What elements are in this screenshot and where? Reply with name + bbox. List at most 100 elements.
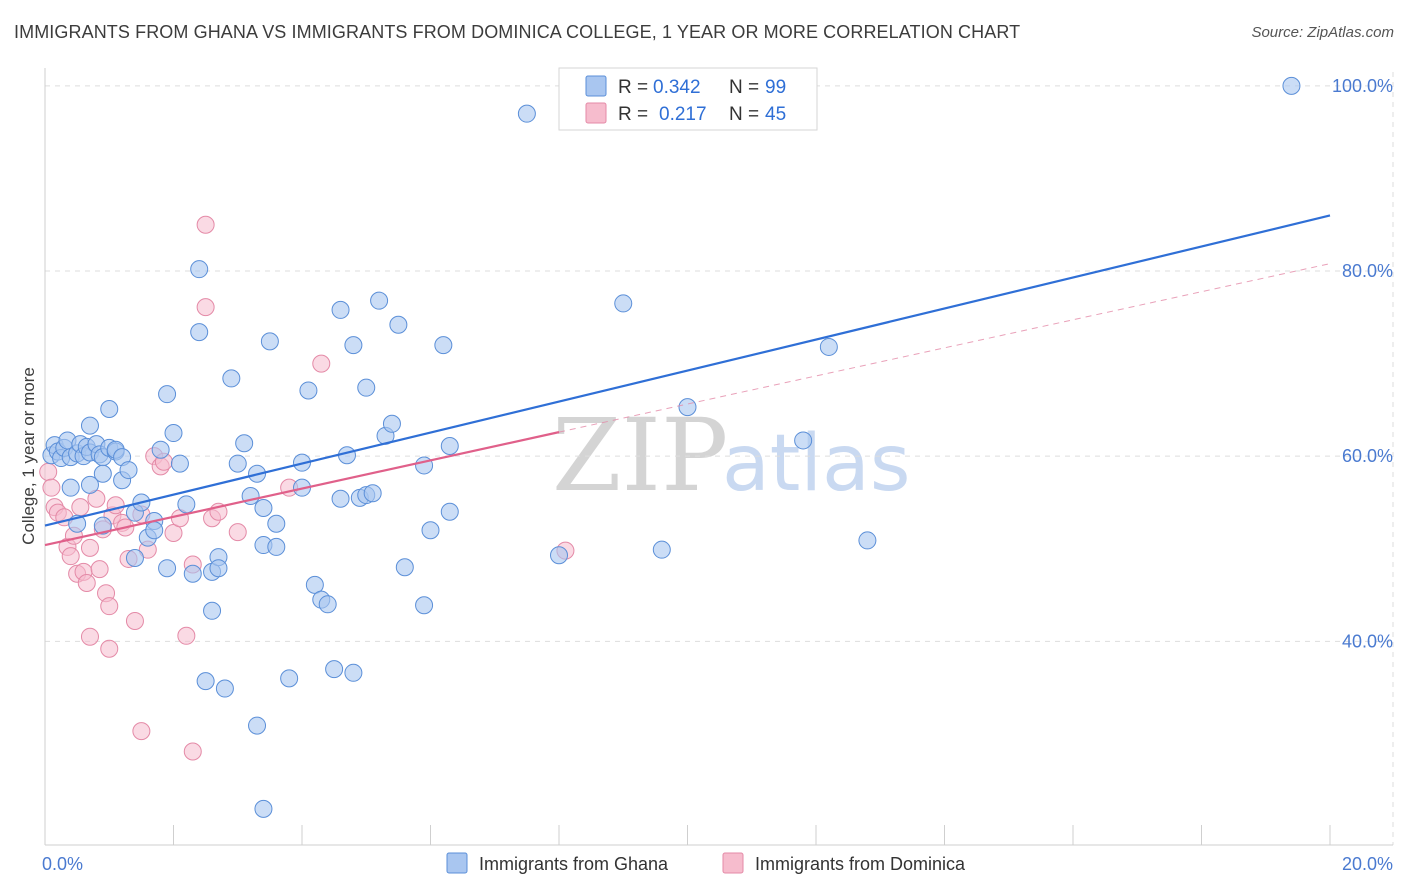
ghana-point-39 <box>177 495 196 514</box>
ghana-point-93 <box>678 398 697 417</box>
dominica-point-9 <box>71 498 90 517</box>
ghana-point-92 <box>652 540 671 559</box>
ghana-point-57 <box>260 332 279 351</box>
dominica-point-33 <box>196 298 215 317</box>
ghana-point-72 <box>344 663 363 682</box>
ghana-trend-line <box>44 214 1331 527</box>
ghana-point-47 <box>196 672 215 691</box>
ghana-point-56 <box>254 499 273 518</box>
dominica-point-1 <box>42 478 61 497</box>
ghana-point-41 <box>190 260 209 279</box>
dominica-point-0 <box>39 462 58 481</box>
ghana-point-76 <box>363 484 382 503</box>
ghana-point-98 <box>357 378 376 397</box>
stats-n-value-ghana: 99 <box>765 77 786 98</box>
watermark: ZIP atlas <box>552 397 911 514</box>
dominica-point-17 <box>100 597 119 616</box>
ghana-point-42 <box>203 601 222 620</box>
ghana-point-79 <box>382 414 401 433</box>
ghana-point-85 <box>440 502 459 521</box>
ghana-point-34 <box>151 440 170 459</box>
ghana-point-58 <box>267 537 286 556</box>
ghana-point-45 <box>209 559 228 578</box>
dominica-point-14 <box>90 560 109 579</box>
y-tick-labels: 40.0% 60.0% 80.0% 100.0% <box>1332 76 1393 651</box>
ghana-point-68 <box>325 660 344 679</box>
ghana-point-35 <box>158 385 177 404</box>
ghana-point-77 <box>370 291 389 310</box>
ghana-point-50 <box>228 454 247 473</box>
stats-r-value-ghana: 0.342 <box>653 77 701 98</box>
ghana-point-48 <box>215 679 234 698</box>
stats-n-label-dominica: N = <box>729 104 759 125</box>
grid <box>45 72 1394 845</box>
dominica-point-11 <box>77 574 96 593</box>
dominica-trend-line <box>44 431 560 547</box>
ghana-point-64 <box>299 381 318 400</box>
dominica-point-38 <box>80 627 99 646</box>
ghana-point-33 <box>145 521 164 540</box>
ghana-point-21 <box>93 464 112 483</box>
ghana-point-46 <box>190 323 209 342</box>
ghana-point-19 <box>80 416 99 435</box>
ghana-point-81 <box>395 558 414 577</box>
dominica-point-29 <box>164 524 183 543</box>
ghana-point-67 <box>318 595 337 614</box>
source-credit: Source: ZipAtlas.com <box>1251 24 1394 41</box>
ghana-point-86 <box>440 437 459 456</box>
axes <box>44 68 1393 846</box>
ghana-point-51 <box>235 434 254 453</box>
ghana-point-37 <box>164 424 183 443</box>
ghana-point-96 <box>858 531 877 550</box>
ghana-point-40 <box>183 564 202 583</box>
stats-r-label-dominica: R = <box>618 104 648 125</box>
x-tick-label-0: 0.0% <box>42 854 83 874</box>
ghana-point-84 <box>434 336 453 355</box>
watermark-zip: ZIP <box>552 397 728 514</box>
dominica-point-19 <box>106 496 125 515</box>
ghana-point-70 <box>331 300 350 319</box>
ghana-point-49 <box>222 369 241 388</box>
trend-lines <box>44 214 1331 547</box>
ghana-point-20 <box>80 475 99 494</box>
dominica-point-36 <box>196 215 215 234</box>
ghana-point-54 <box>248 716 267 735</box>
legend-label-ghana: Immigrants from Ghana <box>479 854 669 874</box>
stats-swatch-ghana <box>585 75 607 97</box>
legend-swatch-dominica <box>722 852 744 874</box>
ghana-point-89 <box>550 546 568 565</box>
ghana-point-83 <box>421 521 440 540</box>
stats-n-label-ghana: N = <box>729 77 759 98</box>
dominica-point-43 <box>312 354 331 373</box>
dominica-point-6 <box>61 547 80 566</box>
dominica-point-23 <box>125 611 144 630</box>
ghana-point-22 <box>93 516 112 535</box>
y-tick-label-0: 40.0% <box>1342 631 1393 651</box>
ghana-point-38 <box>170 454 189 473</box>
y-axis-title: College, 1 year or more <box>19 367 38 545</box>
dominica-point-37 <box>100 639 119 658</box>
ghana-point-36 <box>158 559 177 578</box>
ghana-point-65 <box>305 575 324 594</box>
ghana-point-61 <box>280 669 299 688</box>
stats-n-value-dominica: 45 <box>765 104 786 125</box>
ghana-point-91 <box>614 294 633 313</box>
chart-title: IMMIGRANTS FROM GHANA VS IMMIGRANTS FROM… <box>14 22 1021 42</box>
watermark-atlas: atlas <box>722 419 911 509</box>
ghana-point-97 <box>1282 76 1301 95</box>
x-tick-label-1: 20.0% <box>1342 854 1393 874</box>
legend-label-dominica: Immigrants from Dominica <box>755 854 966 874</box>
stats-r-label-ghana: R = <box>618 77 648 98</box>
ghana-point-29 <box>125 549 144 568</box>
ghana-point-23 <box>100 399 119 418</box>
ghana-point-73 <box>344 336 363 355</box>
ghana-point-88 <box>517 104 536 123</box>
y-tick-label-3: 100.0% <box>1332 76 1393 96</box>
y-tick-label-1: 60.0% <box>1342 446 1393 466</box>
stats-legend-box: R = 0.342 N = 99 R = 0.217 N = 45 <box>558 67 818 131</box>
x-tick-labels: 0.0% 20.0% <box>42 854 1393 874</box>
dominica-point-39 <box>132 722 151 741</box>
bottom-legend: Immigrants from Ghana Immigrants from Do… <box>446 852 966 874</box>
series-dominica-points <box>39 215 575 761</box>
